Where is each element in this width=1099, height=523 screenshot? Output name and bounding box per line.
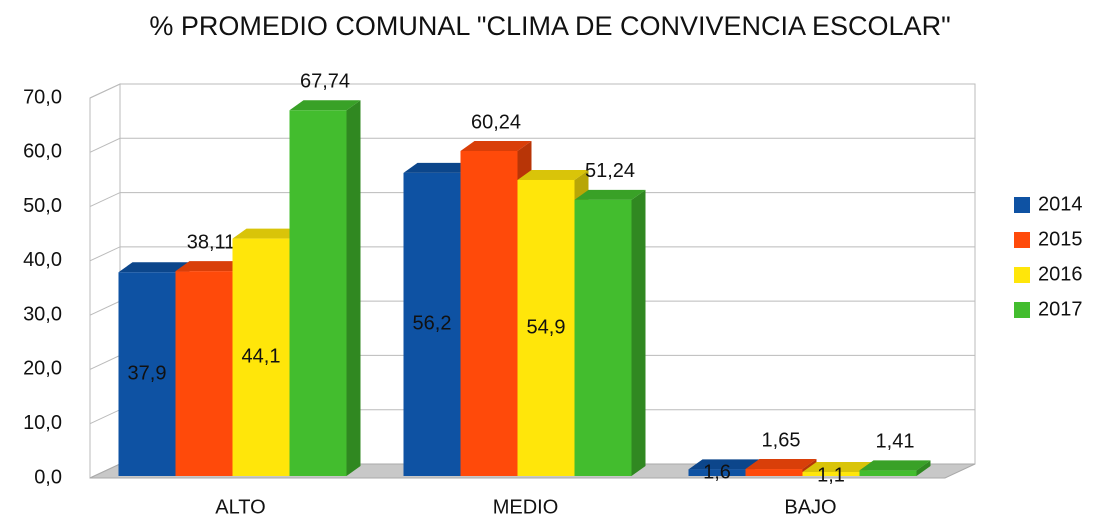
y-tick-label: 60,0 — [23, 141, 62, 163]
grid-line — [89, 83, 975, 99]
y-tick-label: 30,0 — [23, 303, 62, 325]
legend-label: 2017 — [1038, 298, 1083, 320]
bar-top — [745, 459, 817, 470]
bar — [802, 472, 860, 476]
y-tick-label: 50,0 — [23, 195, 62, 217]
data-label: 44,1 — [242, 346, 281, 368]
data-label: 1,6 — [703, 462, 731, 484]
y-tick-label: 10,0 — [23, 412, 62, 434]
chart-title: % PROMEDIO COMUNAL "CLIMA DE CONVIVENCIA… — [149, 11, 950, 41]
side-wall — [89, 83, 121, 479]
bar — [688, 469, 746, 476]
bar — [289, 110, 347, 477]
bar-top — [175, 261, 247, 272]
bar-top — [289, 100, 361, 111]
legend-swatch — [1014, 267, 1030, 283]
grid-line — [89, 246, 975, 262]
bar-top — [517, 169, 589, 180]
data-label: 37,9 — [128, 362, 167, 384]
legend-swatch — [1014, 232, 1030, 248]
bar — [574, 199, 632, 476]
data-label: 56,2 — [413, 313, 452, 335]
bar-side — [346, 100, 361, 477]
x-tick-label: MEDIO — [493, 496, 559, 518]
bar-top — [460, 140, 532, 151]
data-label: 67,74 — [300, 71, 350, 93]
data-label: 54,9 — [527, 316, 566, 338]
bar — [403, 172, 461, 476]
y-tick-label: 20,0 — [23, 358, 62, 380]
bar-top — [403, 162, 475, 173]
y-tick-label: 40,0 — [23, 249, 62, 271]
x-tick-label: ALTO — [215, 496, 265, 518]
bar-top — [118, 262, 190, 273]
data-label: 51,24 — [585, 160, 635, 182]
data-label: 1,65 — [762, 429, 801, 451]
grid-line — [89, 192, 975, 208]
bar — [745, 469, 803, 476]
bar-top — [232, 228, 304, 239]
legend-label: 2016 — [1038, 263, 1083, 285]
bar-top — [859, 460, 931, 471]
data-label: 38,11 — [187, 231, 236, 253]
y-tick-label: 0,0 — [34, 466, 62, 488]
data-label: 60,24 — [471, 111, 521, 133]
x-tick-label: BAJO — [784, 496, 836, 518]
bar — [517, 179, 575, 476]
legend-label: 2015 — [1038, 228, 1083, 250]
bar-top — [802, 462, 874, 473]
legend-swatch — [1014, 197, 1030, 213]
bar — [460, 150, 518, 477]
bar-top — [688, 459, 760, 470]
legend-swatch — [1014, 302, 1030, 318]
data-label: 1,1 — [817, 464, 845, 486]
bar-side — [916, 460, 931, 476]
bar — [859, 470, 917, 476]
bar-side — [631, 189, 646, 476]
bar — [232, 238, 290, 476]
legend-label: 2014 — [1038, 193, 1083, 215]
data-label: 1,41 — [876, 431, 915, 453]
bar — [118, 272, 176, 476]
bar-top — [574, 189, 646, 200]
y-tick-label: 70,0 — [23, 86, 62, 108]
bar — [175, 271, 233, 476]
grid-line — [89, 137, 975, 153]
